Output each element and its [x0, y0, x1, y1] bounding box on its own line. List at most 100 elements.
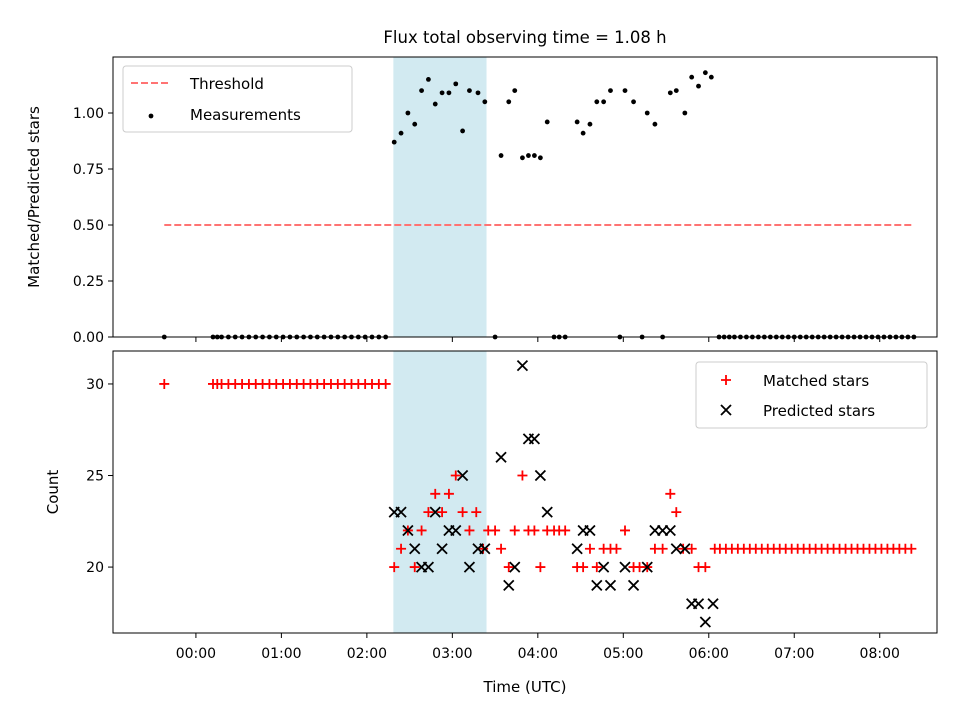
- predicted-star-point: [598, 561, 610, 573]
- predicted-star-point: [509, 561, 521, 573]
- legend-predicted-swatch: [720, 404, 732, 416]
- chart-title: Flux total observing time = 1.08 h: [383, 28, 666, 47]
- x-tick-label: 07:00: [774, 646, 814, 662]
- predicted-star-point: [495, 451, 507, 463]
- y-tick-label: 0.75: [73, 162, 104, 178]
- x-tick-label: 00:00: [176, 646, 216, 662]
- matched-star-point: [159, 378, 170, 389]
- y-tick-label: 0.00: [73, 330, 104, 346]
- predicted-star-point: [664, 524, 676, 537]
- series-measurements: [161, 70, 917, 340]
- bottom-panel: 20 25 30 00:00 01:00 02:00 03:00 04:00 05:00 06:0…: [44, 350, 938, 696]
- measurement-point: [398, 130, 404, 136]
- measurement-point: [475, 90, 481, 96]
- x-tick-label: 06:00: [689, 646, 729, 662]
- matched-star-point: [517, 470, 528, 481]
- y-tick-label: 30: [86, 377, 104, 393]
- measurement-point: [537, 155, 543, 161]
- measurement-point: [482, 99, 488, 105]
- predicted-star-point: [584, 524, 596, 537]
- series-matched-stars: [159, 378, 917, 573]
- x-tick-label: 03:00: [432, 646, 472, 662]
- y-tick-label: 1.00: [73, 106, 104, 122]
- matched-star-point: [490, 525, 501, 536]
- legend-box: [695, 361, 928, 429]
- predicted-star-point: [503, 579, 515, 592]
- legend: Matched stars Predicted stars: [695, 361, 928, 429]
- predicted-star-point: [516, 360, 529, 372]
- predicted-star-point: [463, 561, 476, 573]
- measurement-point: [460, 128, 466, 134]
- axes-frame: [112, 56, 938, 338]
- legend-predicted-label: Predicted stars: [763, 402, 875, 420]
- matched-star-point: [509, 525, 520, 536]
- measurement-point: [667, 90, 673, 96]
- measurement-point: [689, 74, 695, 80]
- measurement-point: [391, 139, 397, 145]
- y-tick-label: 0.50: [73, 218, 104, 234]
- predicted-star-point: [699, 616, 711, 628]
- matched-star-point: [437, 507, 448, 518]
- matched-star-point: [906, 543, 917, 554]
- matched-star-point: [665, 488, 676, 499]
- predicted-star-point: [670, 543, 682, 555]
- matched-star-point: [611, 543, 622, 554]
- predicted-star-point: [541, 506, 553, 518]
- matched-star-point: [591, 562, 602, 573]
- matched-star-point: [529, 525, 540, 536]
- predicted-star-point: [641, 561, 653, 573]
- matched-star-point: [380, 378, 391, 389]
- matched-star-point: [560, 525, 571, 536]
- measurement-point: [608, 88, 613, 93]
- measurement-point: [673, 88, 679, 93]
- matched-star-point: [416, 525, 427, 536]
- matched-star-point: [471, 507, 482, 518]
- legend-box: [122, 65, 353, 133]
- measurement-point: [412, 121, 418, 127]
- predicted-star-point: [679, 543, 691, 555]
- predicted-star-point: [619, 561, 631, 573]
- measurement-point: [696, 83, 701, 89]
- measurement-point: [498, 153, 504, 158]
- matched-star-point: [584, 543, 595, 554]
- measurement-point: [682, 110, 688, 116]
- predicted-star-point: [692, 598, 705, 610]
- predicted-star-point: [429, 506, 441, 518]
- measurement-point: [453, 81, 459, 87]
- axes-frame: [112, 350, 938, 634]
- predicted-star-point: [604, 579, 617, 592]
- predicted-star-point: [591, 579, 603, 592]
- legend-matched-swatch: [721, 375, 731, 385]
- matched-star-point: [389, 562, 400, 573]
- matched-star-point: [535, 562, 546, 573]
- matched-star-point: [578, 562, 589, 573]
- predicted-star-point: [627, 579, 640, 592]
- x-tick-label: 04:00: [518, 646, 558, 662]
- measurement-point: [439, 90, 445, 96]
- measurement-point: [506, 99, 512, 105]
- measurement-point: [631, 99, 636, 105]
- top-panel: 0.00 0.25 0.50 0.75 1.00 Matched/Predicted st…: [25, 56, 938, 346]
- measurement-point: [532, 153, 537, 158]
- series-predicted-stars: [388, 360, 719, 628]
- measurement-point: [601, 99, 607, 105]
- legend-measurements-label: Measurements: [190, 106, 301, 124]
- matched-star-point: [430, 488, 441, 499]
- observing-window-band: [393, 57, 487, 337]
- matched-star-point: [496, 543, 507, 554]
- measurement-point: [432, 101, 438, 107]
- measurement-point: [426, 77, 431, 82]
- measurement-point: [446, 90, 452, 96]
- x-tick-label: 08:00: [860, 646, 900, 662]
- x-axis-label: Time (UTC): [483, 678, 567, 696]
- matched-star-point: [464, 525, 475, 536]
- matched-star-point: [657, 543, 668, 554]
- matched-star-point: [678, 543, 689, 554]
- matched-star-point: [409, 562, 420, 573]
- x-tick-label: 02:00: [347, 646, 387, 662]
- predicted-star-point: [436, 543, 448, 555]
- measurement-point: [512, 88, 518, 93]
- observing-window-band: [393, 351, 487, 633]
- y-axis-label: Count: [44, 470, 62, 515]
